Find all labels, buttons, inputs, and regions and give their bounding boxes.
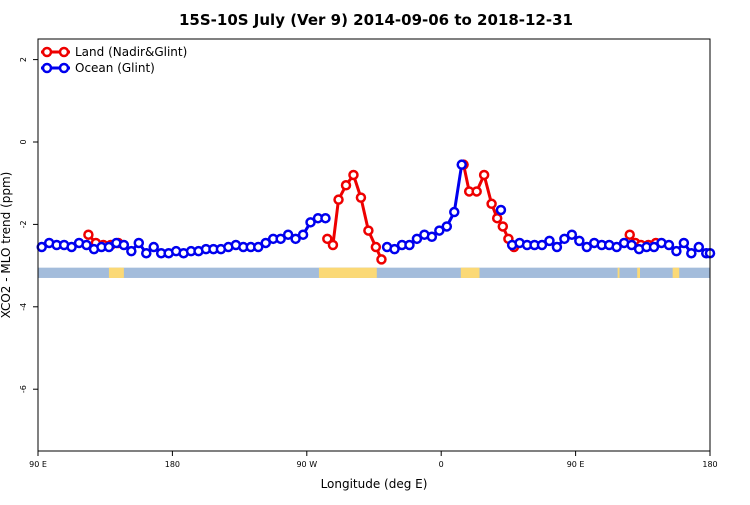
land-point bbox=[355, 192, 367, 203]
ocean-point bbox=[290, 233, 301, 245]
y-tick-label: 2 bbox=[19, 57, 28, 62]
x-axis: 90 E 180 90 W 0 90 E 180 bbox=[29, 451, 718, 469]
legend: Land (Nadir&Glint) Ocean (Glint) bbox=[41, 45, 187, 75]
ocean-point bbox=[133, 237, 145, 249]
ocean-point bbox=[449, 206, 460, 218]
land-point bbox=[491, 212, 503, 224]
ocean-point bbox=[253, 241, 264, 253]
legend-swatch-point bbox=[58, 46, 70, 58]
ocean-point bbox=[81, 239, 92, 251]
land-point bbox=[83, 229, 94, 240]
ocean-point bbox=[411, 233, 423, 245]
y-tick-label: -6 bbox=[19, 385, 28, 393]
land-band bbox=[637, 267, 640, 278]
ocean-point bbox=[663, 239, 675, 251]
x-tick-label: 90 W bbox=[296, 460, 317, 469]
land-band bbox=[318, 267, 377, 278]
land-point bbox=[333, 194, 344, 205]
ocean-point bbox=[126, 245, 137, 257]
land-band bbox=[460, 267, 480, 278]
ocean-point bbox=[297, 229, 309, 240]
land-point bbox=[486, 198, 497, 210]
ocean-point bbox=[389, 243, 400, 255]
land-band bbox=[108, 267, 124, 278]
ocean-point bbox=[404, 239, 415, 251]
y-axis: 2 0 -2 -4 -6 bbox=[19, 57, 38, 393]
y-tick-label: -2 bbox=[19, 220, 28, 228]
ocean-point bbox=[141, 247, 152, 259]
land-point bbox=[478, 169, 490, 181]
ocean-point bbox=[282, 229, 294, 240]
ocean-point bbox=[686, 247, 697, 259]
ocean-point bbox=[148, 241, 159, 253]
land-point bbox=[376, 254, 387, 265]
ocean-point bbox=[648, 241, 660, 253]
ocean-point bbox=[441, 221, 453, 232]
ocean-point bbox=[574, 235, 585, 247]
x-tick-label: 90 E bbox=[567, 460, 585, 469]
x-tick-label: 180 bbox=[702, 460, 717, 469]
land-point bbox=[370, 241, 382, 253]
ocean-point bbox=[103, 241, 115, 253]
land-band bbox=[617, 267, 620, 278]
ocean-point bbox=[260, 237, 271, 249]
ocean-point bbox=[566, 229, 578, 240]
x-tick-label: 180 bbox=[165, 460, 180, 469]
ocean-point bbox=[693, 241, 705, 253]
legend-label: Land (Nadir&Glint) bbox=[75, 45, 187, 59]
ocean-point bbox=[434, 225, 445, 236]
land-point bbox=[322, 233, 333, 245]
ocean-point bbox=[626, 239, 637, 251]
land-point bbox=[497, 221, 509, 232]
land-point bbox=[348, 169, 359, 181]
ocean-point bbox=[611, 241, 622, 253]
ocean-point bbox=[581, 241, 593, 253]
land-band bbox=[672, 267, 680, 278]
x-tick-label: 90 E bbox=[29, 460, 47, 469]
land-point bbox=[471, 186, 482, 197]
y-tick-label: -4 bbox=[19, 303, 28, 311]
ocean-point bbox=[678, 237, 690, 249]
ocean-point bbox=[551, 241, 563, 253]
ocean-point bbox=[320, 212, 331, 224]
x-axis-label: Longitude (deg E) bbox=[321, 477, 428, 491]
landmask-band bbox=[38, 267, 710, 278]
ocean-point bbox=[559, 233, 570, 245]
ocean-point bbox=[426, 231, 438, 243]
land-point bbox=[340, 180, 352, 191]
legend-swatch-point bbox=[41, 46, 53, 58]
x-tick-label: 0 bbox=[439, 460, 444, 469]
chart-title: 15S-10S July (Ver 9) 2014-09-06 to 2018-… bbox=[179, 11, 573, 29]
ocean-point bbox=[544, 235, 555, 247]
y-axis-label: XCO2 - MLO trend (ppm) bbox=[0, 172, 13, 319]
land-point bbox=[327, 239, 339, 251]
y-tick-label: 0 bbox=[19, 139, 28, 144]
legend-label: Ocean (Glint) bbox=[75, 61, 155, 75]
land-point bbox=[363, 225, 374, 236]
legend-swatch-point bbox=[41, 62, 53, 74]
series-points bbox=[36, 159, 716, 265]
ocean-point bbox=[66, 241, 77, 253]
plot-frame bbox=[37, 38, 711, 452]
ocean-point bbox=[305, 217, 316, 228]
land-point bbox=[624, 229, 635, 240]
ocean-point bbox=[536, 239, 548, 251]
ocean-point bbox=[495, 204, 507, 216]
legend-swatch-point bbox=[58, 62, 70, 74]
ocean-point bbox=[671, 245, 682, 257]
ocean-point bbox=[118, 239, 130, 251]
ocean-point bbox=[275, 233, 286, 245]
ocean-point bbox=[456, 159, 467, 170]
